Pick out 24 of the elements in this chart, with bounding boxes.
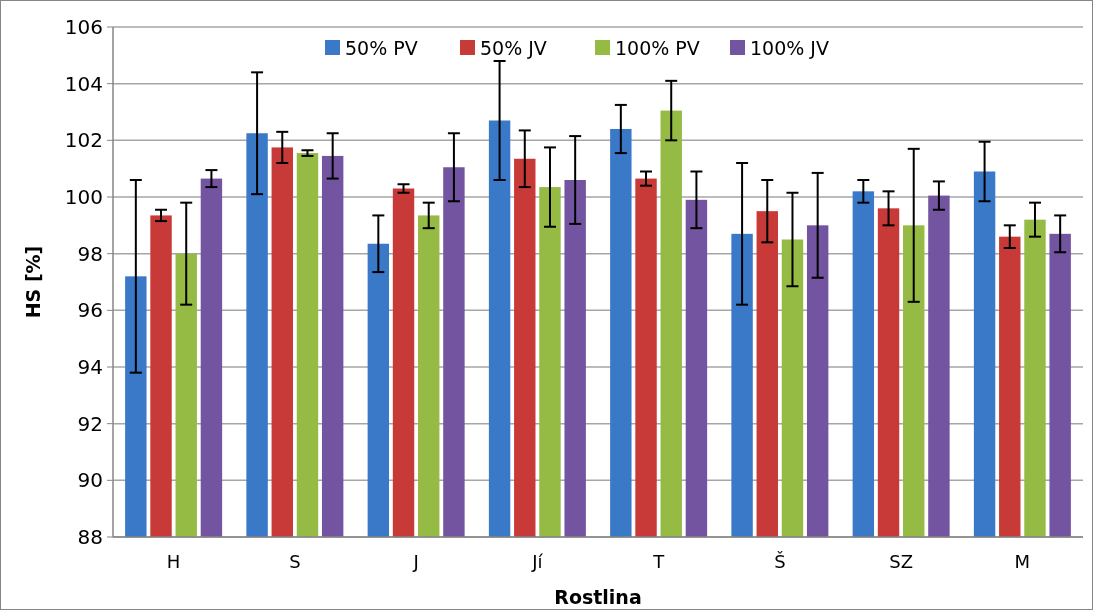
y-tick-label: 90: [77, 468, 103, 493]
x-tick-label: M: [1014, 551, 1031, 572]
x-tick-label: T: [652, 551, 666, 572]
y-tick-label: 106: [64, 15, 103, 39]
x-axis-title: Rostlina: [554, 586, 642, 608]
y-tick-label: 96: [77, 298, 103, 323]
y-tick-label: 98: [77, 241, 103, 266]
y-tick-label: 100: [64, 185, 103, 209]
x-tick-label: S: [289, 551, 301, 572]
legend-label: 100% JV: [750, 36, 829, 59]
x-tick-label: Š: [774, 551, 786, 572]
y-axis-title: HS [%]: [22, 245, 44, 319]
y-tick-label: 104: [64, 71, 103, 96]
x-tick-label: J: [412, 551, 419, 572]
x-tick-label: H: [166, 551, 181, 572]
y-tick-label: 102: [64, 128, 103, 153]
y-tick-label: 88: [77, 525, 103, 549]
x-tick-label: Jí: [531, 551, 544, 572]
legend-label: 50% JV: [480, 36, 547, 59]
legend-label: 100% PV: [615, 36, 700, 59]
y-tick-label: 94: [77, 355, 103, 379]
y-tick-label: 92: [77, 411, 103, 436]
legend-label: 50% PV: [345, 36, 418, 59]
x-tick-label: SZ: [889, 551, 914, 572]
